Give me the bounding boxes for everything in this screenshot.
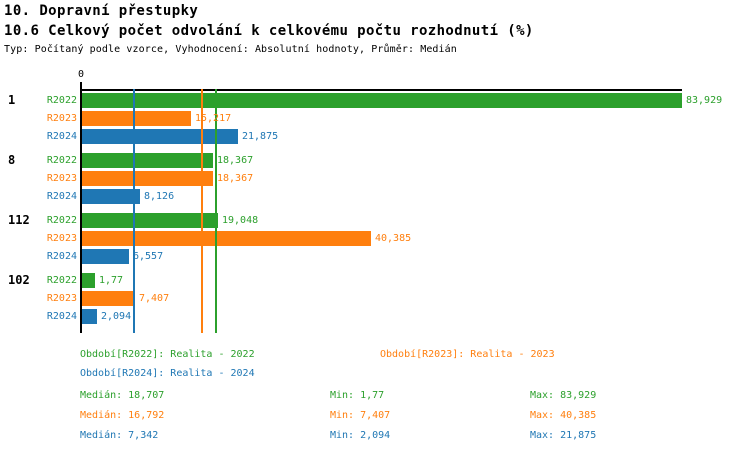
bar	[82, 213, 218, 228]
series-label: R2022	[46, 95, 77, 106]
stat-median-r2024: Medián: 7,342	[80, 430, 159, 441]
legend-item-r2022: Období[R2022]: Realita - 2022	[80, 349, 255, 360]
bar	[82, 231, 371, 246]
series-label: R2022	[46, 155, 77, 166]
bar	[82, 189, 140, 204]
median-line-r2022	[215, 89, 217, 333]
stat-max-r2022: Max: 83,929	[530, 390, 597, 401]
bar-value-label: 6,557	[133, 251, 164, 262]
series-label: R2022	[46, 215, 77, 226]
bar-value-label: 21,875	[242, 131, 279, 142]
legend-item-r2023: Období[R2023]: Realita - 2023	[380, 349, 555, 360]
series-label: R2024	[46, 311, 77, 322]
category-label: 102	[8, 273, 30, 287]
median-line-r2023	[201, 89, 203, 333]
bar	[82, 309, 97, 324]
bar-value-label: 18,367	[217, 155, 254, 166]
bar	[82, 249, 129, 264]
series-label: R2024	[46, 191, 77, 202]
stat-min-r2023: Min: 7,407	[330, 410, 391, 421]
bar-value-label: 18,367	[217, 173, 254, 184]
chart-meta: Typ: Počítaný podle vzorce, Vyhodnocení:…	[4, 44, 457, 55]
median-line-r2024	[133, 89, 135, 333]
stat-max-r2024: Max: 21,875	[530, 430, 597, 441]
bar	[82, 93, 682, 108]
series-label: R2024	[46, 131, 77, 142]
stat-max-r2023: Max: 40,385	[530, 410, 597, 421]
bar-value-label: 15,217	[195, 113, 232, 124]
bar	[82, 291, 135, 306]
bar-value-label: 7,407	[139, 293, 170, 304]
bar	[82, 129, 238, 144]
x-axis-line	[80, 89, 682, 91]
stat-median-r2022: Medián: 18,707	[80, 390, 165, 401]
bar	[82, 273, 95, 288]
series-label: R2023	[46, 293, 77, 304]
x-axis-zero-label: 0	[77, 69, 85, 80]
series-label: R2023	[46, 113, 77, 124]
bar-value-label: 40,385	[375, 233, 412, 244]
bar-chart: 0 1 R2022 83,929 R2023 15,217 R2024 21,875 8 R20…	[0, 69, 750, 333]
category-label: 1	[8, 93, 16, 107]
stat-min-r2024: Min: 2,094	[330, 430, 391, 441]
bar-value-label: 8,126	[144, 191, 175, 202]
stat-median-r2023: Medián: 16,792	[80, 410, 165, 421]
bar-value-label: 19,048	[222, 215, 259, 226]
bar-value-label: 2,094	[101, 311, 132, 322]
page-title: 10. Dopravní přestupky	[4, 3, 199, 19]
legend-item-r2024: Období[R2024]: Realita - 2024	[80, 368, 255, 379]
bar	[82, 171, 213, 186]
bar	[82, 153, 213, 168]
bar-value-label: 1,77	[99, 275, 124, 286]
series-label: R2022	[46, 275, 77, 286]
category-label: 8	[8, 153, 16, 167]
series-label: R2024	[46, 251, 77, 262]
series-label: R2023	[46, 233, 77, 244]
bar-value-label: 83,929	[686, 95, 723, 106]
series-label: R2023	[46, 173, 77, 184]
bar	[82, 111, 191, 126]
x-axis-zero-tick	[80, 82, 82, 89]
y-axis-line	[80, 89, 82, 333]
chart-title: 10.6 Celkový počet odvolání k celkovému …	[4, 23, 534, 39]
category-label: 112	[8, 213, 30, 227]
stat-min-r2022: Min: 1,77	[330, 390, 385, 401]
